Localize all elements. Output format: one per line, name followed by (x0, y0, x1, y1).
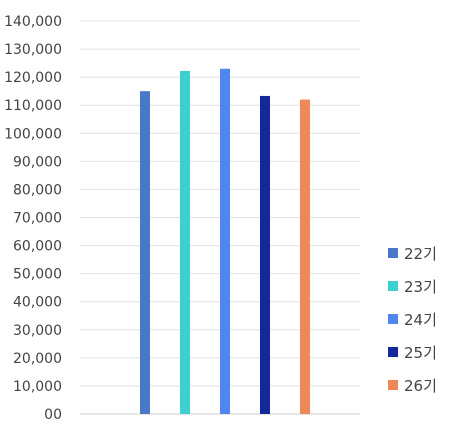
y-tick-label: 10,000 (13, 379, 62, 395)
y-tick-label: 30,000 (13, 323, 62, 339)
y-tick-label: 100,000 (4, 126, 62, 142)
y-tick-label: 90,000 (13, 154, 62, 170)
y-tick-label: 80,000 (13, 182, 62, 198)
legend-label: 24기 (404, 311, 437, 329)
legend-swatch (388, 380, 398, 390)
legend-label: 26기 (404, 377, 437, 395)
legend-label: 25기 (404, 344, 437, 362)
y-tick-label: 00 (44, 407, 62, 423)
bar-5 (300, 99, 310, 414)
bar-1 (140, 91, 150, 414)
legend-swatch (388, 281, 398, 291)
y-tick-label: 130,000 (4, 42, 62, 58)
bar-4 (260, 95, 270, 414)
y-tick-label: 50,000 (13, 267, 62, 283)
legend-label: 23기 (404, 278, 437, 296)
y-tick-label: 110,000 (4, 98, 62, 114)
y-tick-label: 60,000 (13, 239, 62, 255)
y-tick-label: 140,000 (4, 14, 62, 30)
bars (140, 68, 310, 415)
legend-swatch (388, 347, 398, 357)
legend-swatch (388, 314, 398, 324)
y-tick-label: 70,000 (13, 211, 62, 227)
y-axis-tick-labels: 00 10,000 20,000 30,000 40,000 50,000 60,000 70… (4, 14, 62, 423)
bar-2 (180, 70, 190, 415)
y-tick-label: 120,000 (4, 70, 62, 86)
legend-label: 22기 (404, 245, 437, 263)
legend-swatch (388, 248, 398, 258)
y-tick-label: 20,000 (13, 351, 62, 367)
legend: 22기 23기 24기 25기 26기 (388, 245, 437, 395)
y-tick-label: 40,000 (13, 295, 62, 311)
bar-3 (220, 68, 230, 414)
